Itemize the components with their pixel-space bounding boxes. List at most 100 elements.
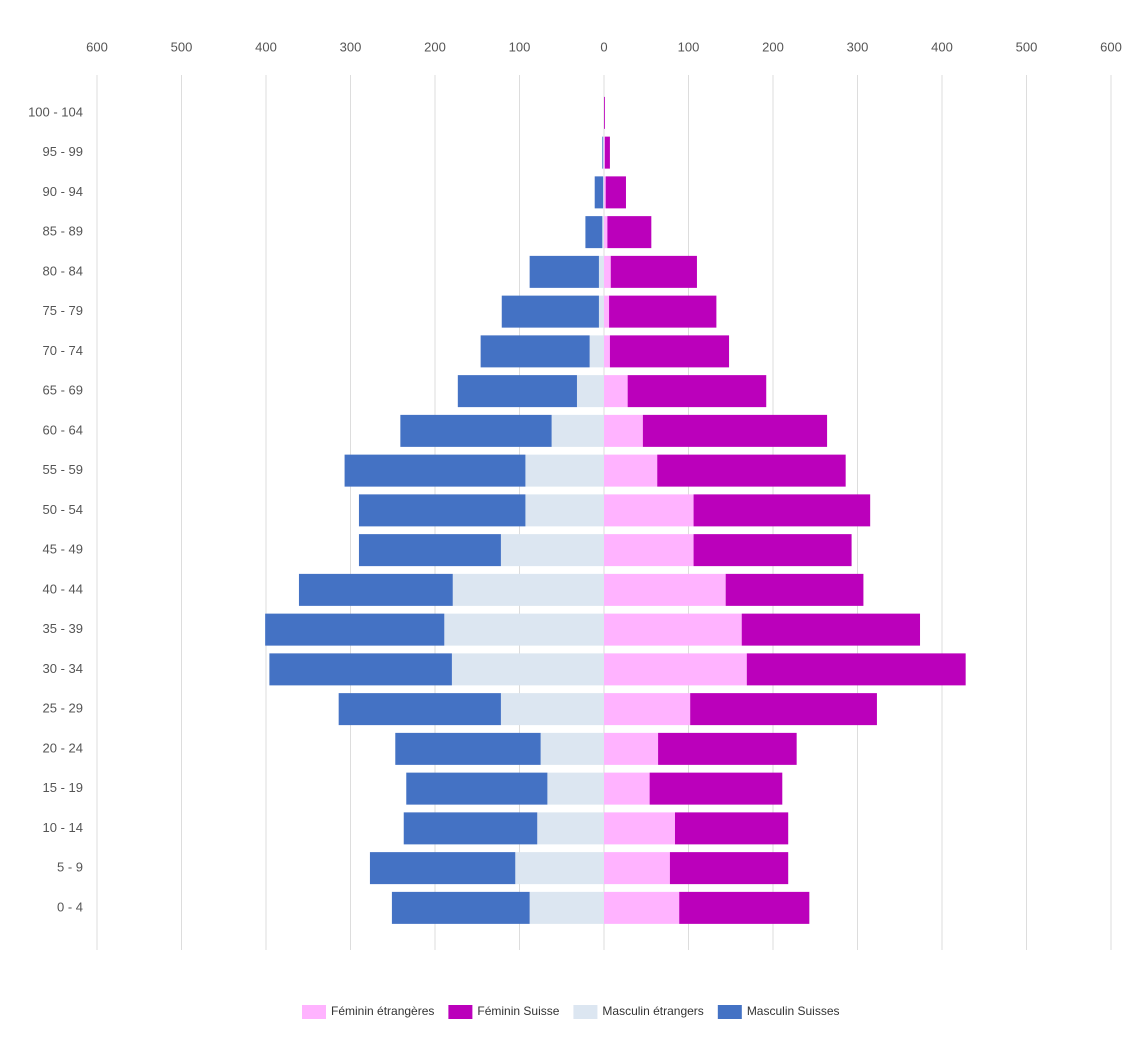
bar (451, 653, 604, 686)
y-tick-label: 35 - 39 (43, 621, 83, 636)
bar (604, 216, 608, 249)
bar (403, 812, 538, 845)
bar (298, 573, 453, 606)
bar (540, 732, 604, 765)
bar (358, 534, 501, 567)
x-tick-label: 300 (340, 39, 362, 54)
bar (604, 613, 742, 646)
x-tick-label: 100 (509, 39, 531, 54)
bar (609, 295, 717, 328)
bar (693, 494, 871, 527)
bar (604, 852, 670, 885)
y-tick-label: 25 - 29 (43, 701, 83, 716)
bar (602, 216, 604, 249)
bar (604, 295, 610, 328)
bar (669, 852, 789, 885)
x-tick-label: 0 (600, 39, 607, 54)
bar (610, 255, 697, 288)
bar (604, 255, 611, 288)
bar (594, 176, 604, 209)
legend-label: Masculin étrangers (602, 1004, 703, 1018)
bar (480, 335, 590, 368)
y-tick-label: 50 - 54 (43, 502, 83, 517)
bar (604, 772, 650, 805)
y-tick-label: 0 - 4 (57, 899, 83, 914)
bar (605, 176, 626, 209)
y-tick-label: 60 - 64 (43, 422, 83, 437)
y-tick-label: 90 - 94 (43, 184, 83, 199)
bar (604, 573, 726, 606)
y-tick-label: 85 - 89 (43, 224, 83, 239)
y-tick-label: 100 - 104 (28, 104, 83, 119)
bar (598, 255, 604, 288)
bar (627, 375, 767, 408)
bar (525, 454, 604, 487)
bar (604, 136, 605, 169)
y-tick-label: 65 - 69 (43, 383, 83, 398)
bar (674, 812, 789, 845)
bar (525, 494, 604, 527)
bar (551, 414, 604, 447)
x-tick-label: 200 (762, 39, 784, 54)
bar (358, 494, 526, 527)
bar (444, 613, 604, 646)
y-tick-label: 45 - 49 (43, 542, 83, 557)
bar (642, 414, 828, 447)
bar (529, 891, 604, 924)
bar (604, 653, 747, 686)
legend-label: Féminin Suisse (477, 1004, 559, 1018)
y-tick-label: 10 - 14 (43, 820, 83, 835)
legend-swatch (302, 1005, 326, 1019)
legend-swatch (717, 1005, 742, 1019)
bar (604, 812, 675, 845)
bar (452, 573, 604, 606)
y-tick-label: 30 - 34 (43, 661, 83, 676)
y-tick-label: 80 - 84 (43, 263, 83, 278)
x-tick-label: 600 (86, 39, 108, 54)
y-tick-label: 55 - 59 (43, 462, 83, 477)
y-tick-label: 95 - 99 (43, 144, 83, 159)
legend-swatch (448, 1005, 473, 1019)
bar (501, 295, 599, 328)
bar (576, 375, 604, 408)
bar (725, 573, 864, 606)
bar (607, 216, 652, 249)
bar (338, 693, 501, 726)
bar (657, 454, 846, 487)
bar (585, 216, 603, 249)
bar (457, 375, 577, 408)
bar (604, 375, 628, 408)
y-tick-label: 75 - 79 (43, 303, 83, 318)
y-tick-label: 15 - 19 (43, 780, 83, 795)
x-tick-label: 400 (255, 39, 277, 54)
legend-label: Féminin étrangères (331, 1004, 434, 1018)
bar (746, 653, 966, 686)
bar (537, 812, 604, 845)
bar (603, 176, 604, 209)
bar (690, 693, 877, 726)
x-tick-label: 500 (1016, 39, 1038, 54)
y-tick-label: 70 - 74 (43, 343, 83, 358)
x-tick-label: 100 (678, 39, 700, 54)
bar (369, 852, 516, 885)
bar (693, 534, 852, 567)
bar (658, 732, 797, 765)
bar (604, 732, 659, 765)
x-tick-label: 400 (931, 39, 953, 54)
y-tick-label: 40 - 44 (43, 581, 83, 596)
bar (500, 693, 604, 726)
bar (344, 454, 526, 487)
bar (395, 732, 541, 765)
bar (515, 852, 604, 885)
bar (603, 136, 604, 169)
bar (604, 693, 691, 726)
x-tick-label: 300 (847, 39, 869, 54)
bar (265, 613, 445, 646)
x-tick-label: 500 (171, 39, 193, 54)
bar (269, 653, 452, 686)
bar (679, 891, 810, 924)
bar (391, 891, 530, 924)
bar (406, 772, 548, 805)
bar (604, 454, 658, 487)
